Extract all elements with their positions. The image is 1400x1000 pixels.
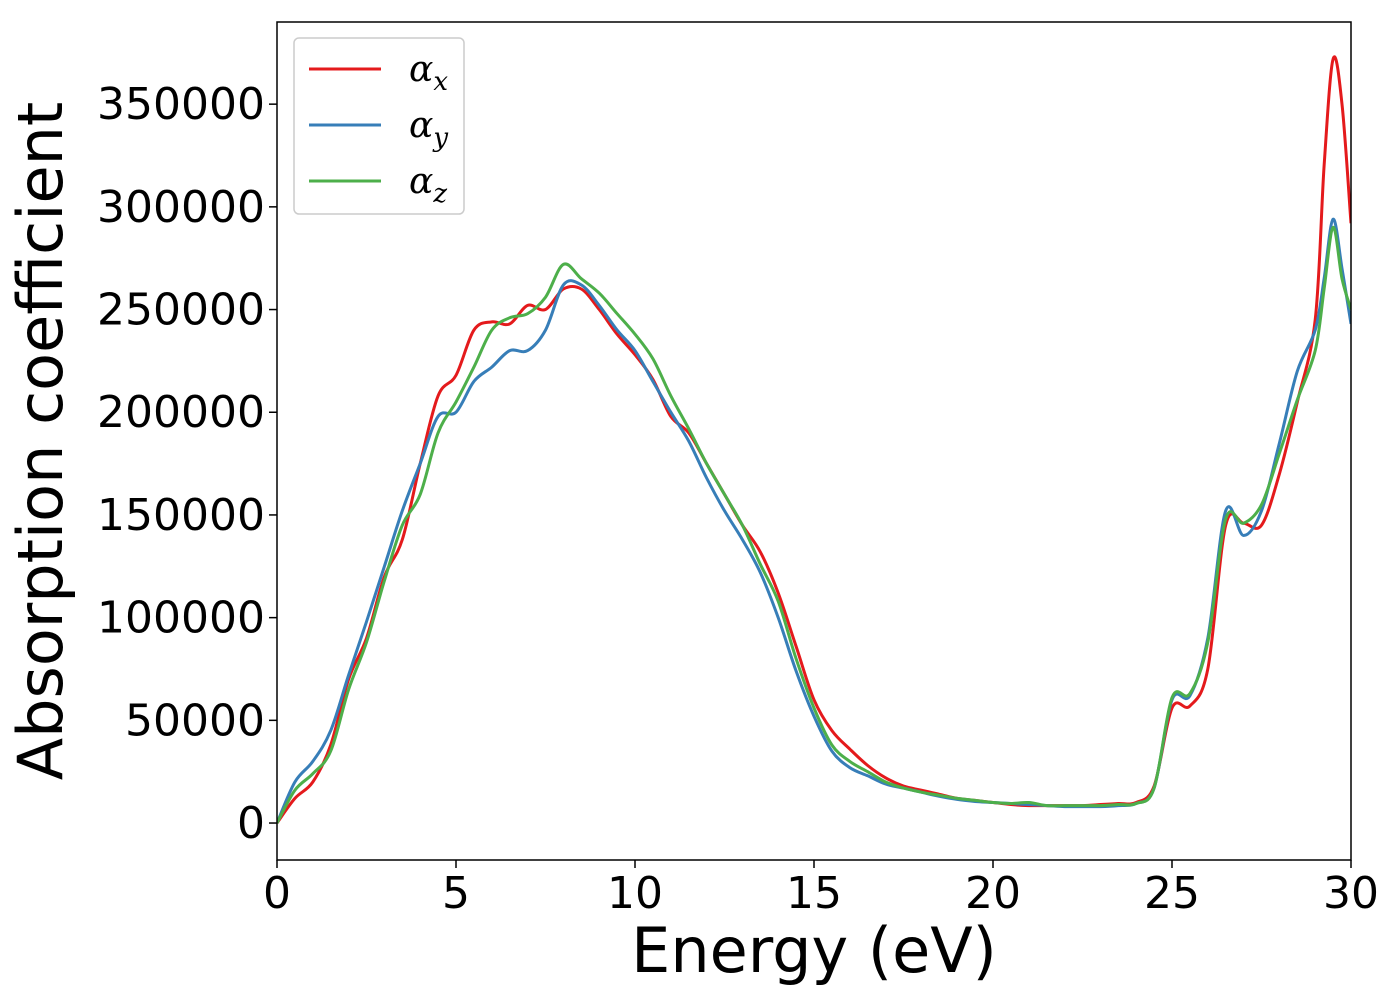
legend-label-z: αz [409, 161, 447, 209]
x-tick-label: 0 [263, 868, 291, 919]
x-tick-label: 20 [965, 868, 1021, 919]
x-tick-label: 30 [1323, 868, 1379, 919]
legend-label-subscript: y [432, 123, 448, 153]
y-tick-label: 150000 [97, 490, 265, 541]
y-tick-label: 350000 [97, 79, 265, 130]
y-tick-label: 100000 [97, 593, 265, 644]
series-layer [277, 55, 1351, 824]
y-axis-ticks: 0 50000 100000 150000 200000 250000 300000 3500… [97, 79, 277, 849]
x-tick-label: 10 [607, 868, 663, 919]
legend-label-base: α [409, 49, 433, 90]
x-tick-label: 25 [1144, 868, 1200, 919]
legend-label-subscript: z [432, 179, 447, 209]
legend-label-x: αx [409, 49, 448, 97]
y-axis-title: Absorption coefficient [4, 102, 77, 781]
legend-label-base: α [409, 105, 433, 146]
legend-label-y: αy [409, 105, 448, 153]
y-tick-label: 300000 [97, 182, 265, 233]
legend-label-subscript: x [433, 67, 448, 97]
y-tick-label: 0 [237, 798, 265, 849]
x-axis-title: Energy (eV) [631, 914, 997, 987]
y-tick-label: 50000 [125, 695, 265, 746]
x-tick-label: 5 [442, 868, 470, 919]
legend-label-base: α [409, 161, 433, 202]
x-axis-ticks: 0 5 10 15 20 25 30 [263, 860, 1379, 919]
series-line-y [277, 217, 1351, 824]
y-tick-label: 200000 [97, 387, 265, 438]
series-line-z [277, 225, 1351, 824]
y-tick-label: 250000 [97, 285, 265, 336]
x-tick-label: 15 [786, 868, 842, 919]
